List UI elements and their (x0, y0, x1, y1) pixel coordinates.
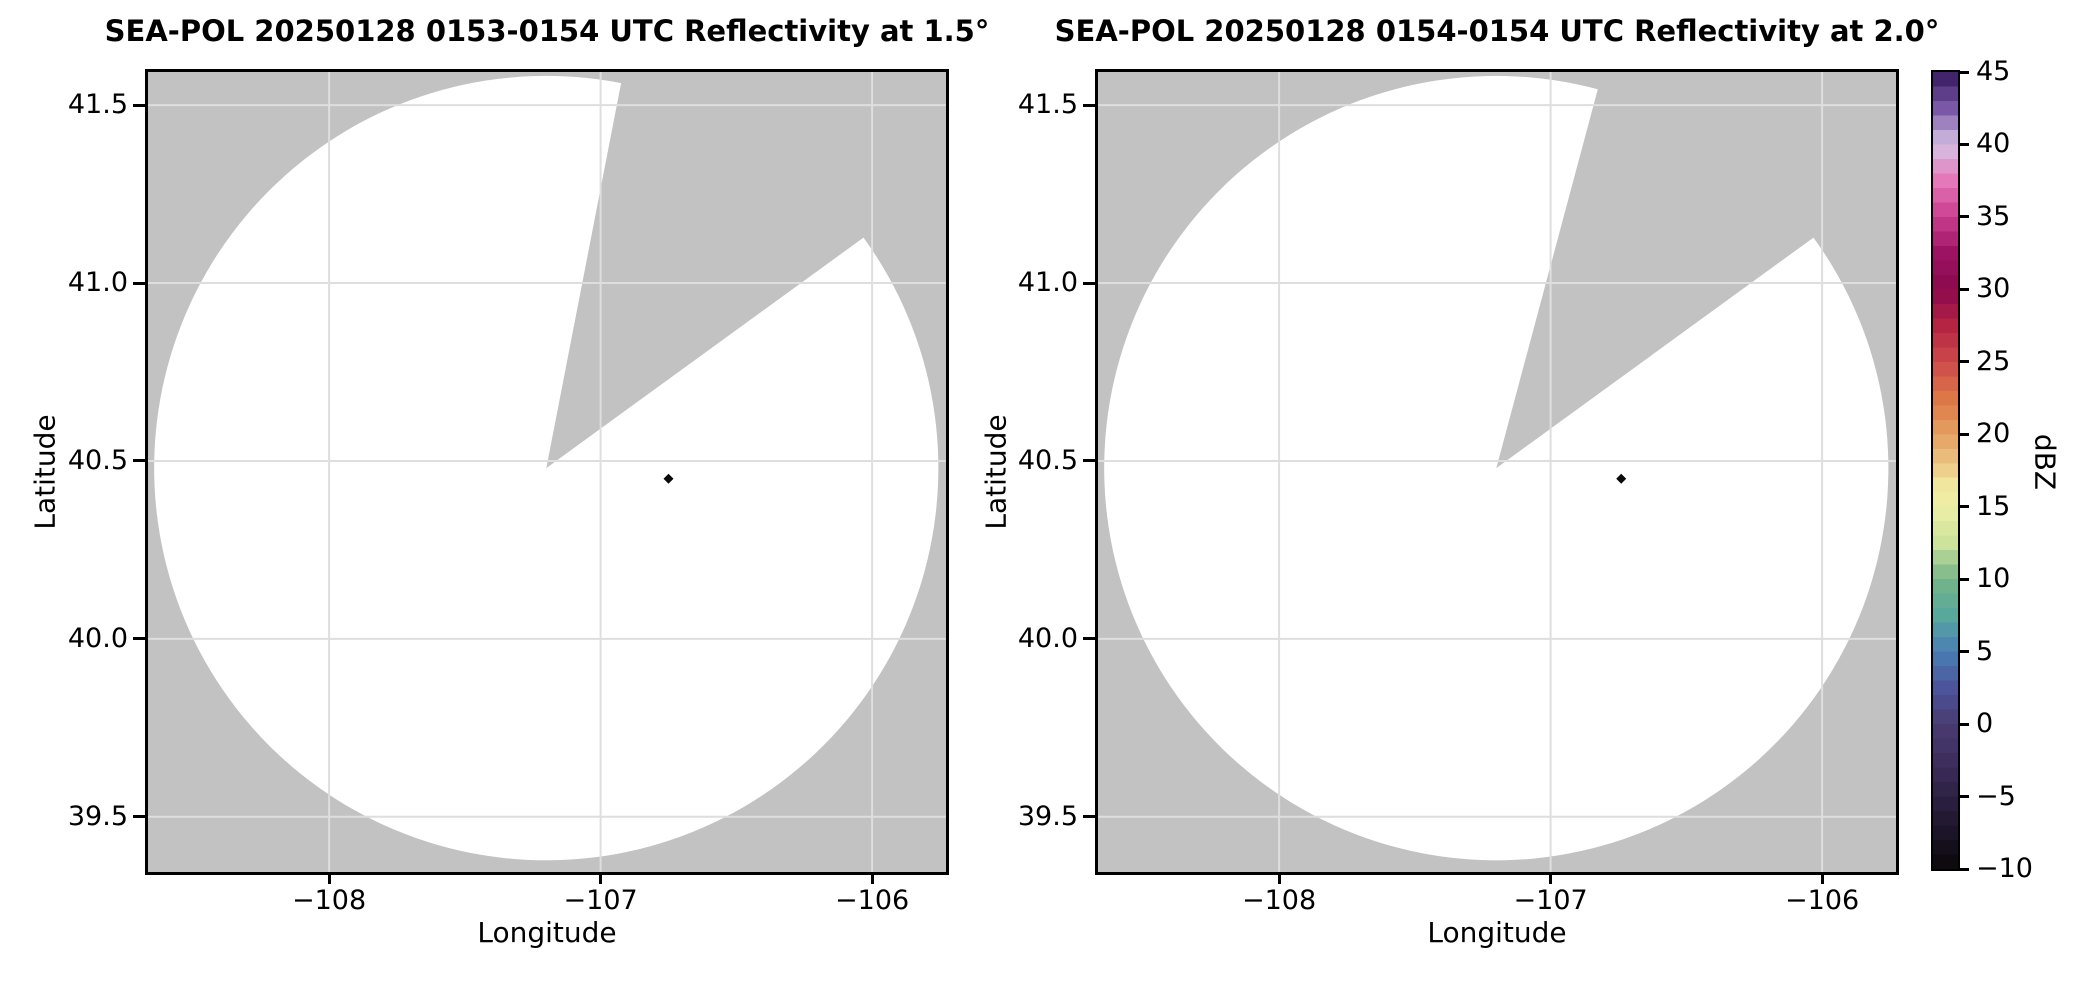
panel-2-title: SEA-POL 20250128 0154-0154 UTC Reflectiv… (1054, 14, 1940, 48)
colorbar-tick-mark (1958, 142, 1969, 146)
y-tick-label: 39.5 (67, 800, 128, 832)
colorbar-tick-label: 45 (1976, 56, 2011, 87)
x-tick-label: −107 (1513, 885, 1588, 916)
colorbar-tick-mark (1958, 795, 1969, 799)
panel-1-axes (145, 69, 949, 875)
y-tick-mark (1083, 103, 1095, 107)
y-tick-mark (1083, 637, 1095, 641)
panel-2-x-axis-label: Longitude (1427, 916, 1567, 949)
colorbar-tick-mark (1958, 287, 1969, 291)
y-tick-mark (1083, 281, 1095, 285)
y-tick-label: 40.0 (1017, 622, 1078, 654)
colorbar-tick-label: 30 (1976, 273, 2011, 305)
colorbar-tick-label: 40 (1976, 128, 2011, 160)
y-tick-label: 40.0 (67, 622, 128, 654)
y-tick-label: 41.5 (67, 89, 128, 121)
x-tick-mark (870, 872, 874, 884)
reflectivity-echo-marker (1616, 473, 1627, 484)
colorbar-tick-label: 20 (1976, 418, 2011, 450)
colorbar-tick-label: 25 (1976, 345, 2011, 377)
x-tick-label: −106 (835, 885, 910, 916)
x-tick-mark (599, 872, 603, 884)
y-tick-label: 39.5 (1017, 800, 1078, 832)
y-tick-label: 40.5 (1017, 444, 1078, 476)
y-tick-mark (133, 281, 145, 285)
colorbar-tick-mark (1958, 650, 1969, 654)
panel-2-plot-area (1098, 72, 1896, 872)
radar-coverage-area (1104, 75, 1889, 861)
y-tick-mark (133, 637, 145, 641)
colorbar-tick-mark (1958, 867, 1969, 871)
radar-coverage-area (154, 75, 939, 861)
y-tick-mark (133, 815, 145, 819)
panel-1-plot-area (148, 72, 946, 872)
y-tick-mark (1083, 815, 1095, 819)
colorbar-tick-mark (1958, 722, 1969, 726)
x-tick-mark (1820, 872, 1824, 884)
y-tick-mark (133, 459, 145, 463)
colorbar-tick-label: 0 (1976, 708, 1994, 740)
x-tick-mark (1549, 872, 1553, 884)
colorbar-tick-label: −5 (1976, 780, 2016, 812)
colorbar-tick-mark (1958, 577, 1969, 581)
colorbar-tick-mark (1958, 505, 1969, 509)
x-tick-label: −108 (292, 885, 367, 916)
y-tick-mark (1083, 459, 1095, 463)
x-tick-mark (1277, 872, 1281, 884)
colorbar-tick-mark (1958, 432, 1969, 436)
reflectivity-echo-marker (663, 473, 674, 484)
y-tick-label: 41.5 (1017, 89, 1078, 121)
y-tick-label: 40.5 (67, 444, 128, 476)
panel-2-axes (1095, 69, 1899, 875)
x-tick-label: −106 (1785, 885, 1860, 916)
colorbar-tick-label: 5 (1976, 635, 1994, 667)
y-tick-label: 41.0 (67, 267, 128, 299)
panel-1-x-axis-label: Longitude (477, 916, 617, 949)
colorbar-tick-label: 15 (1976, 490, 2011, 522)
panel-1-title: SEA-POL 20250128 0153-0154 UTC Reflectiv… (104, 14, 990, 48)
colorbar-tick-label: 35 (1976, 200, 2011, 232)
colorbar-tick-mark (1958, 360, 1969, 364)
colorbar-tick-mark (1958, 215, 1969, 219)
colorbar-tick-label: −10 (1976, 853, 2033, 884)
colorbar-tick-mark (1958, 70, 1969, 74)
x-tick-label: −108 (1242, 885, 1317, 916)
y-tick-mark (133, 103, 145, 107)
y-tick-label: 41.0 (1017, 267, 1078, 299)
x-tick-label: −107 (563, 885, 638, 916)
x-tick-mark (327, 872, 331, 884)
colorbar-tick-label: 10 (1976, 563, 2011, 595)
colorbar (1931, 70, 1960, 871)
